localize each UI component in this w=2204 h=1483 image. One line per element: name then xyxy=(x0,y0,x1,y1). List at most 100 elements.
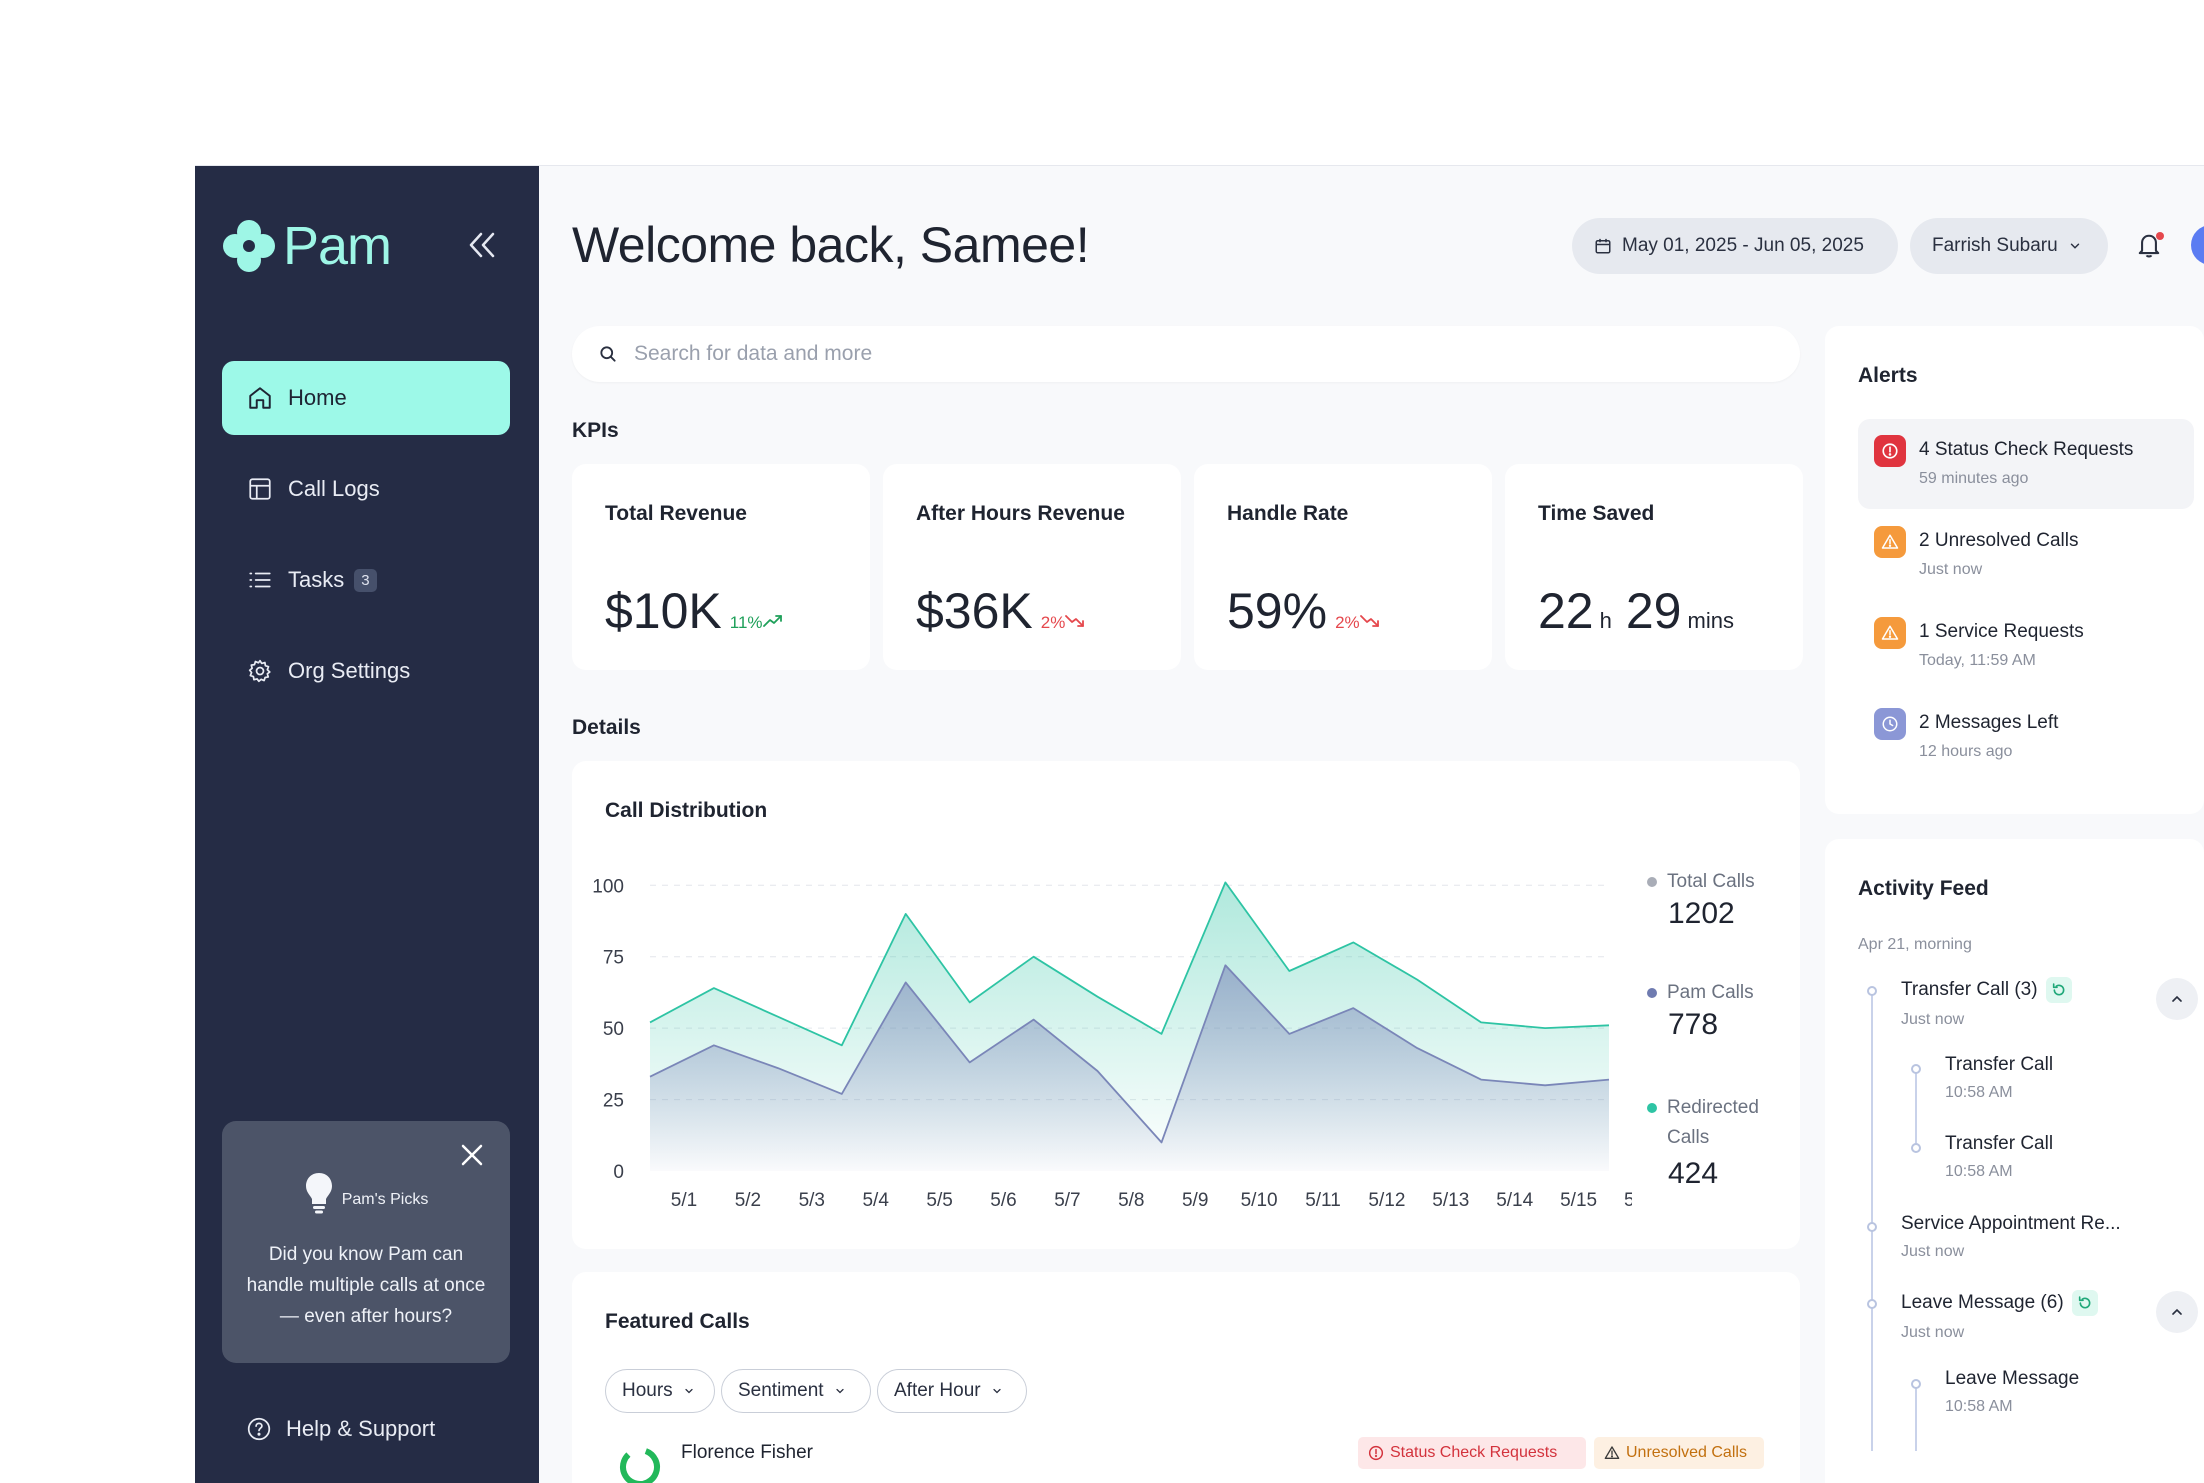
sidebar: Pam Home Call Logs Tasks 3 xyxy=(195,166,539,1483)
sidebar-item-home[interactable]: Home xyxy=(222,361,510,435)
pams-picks-card: Pam's Picks Did you know Pam can handle … xyxy=(222,1121,510,1363)
line-pam-calls xyxy=(649,964,1610,1144)
tag-status-check-requests: Status Check Requests xyxy=(1358,1437,1586,1469)
timeline-node xyxy=(1911,1143,1921,1153)
kpi-title: After Hours Revenue xyxy=(916,502,1125,525)
notifications-button[interactable] xyxy=(2135,230,2163,265)
activity-item[interactable]: Transfer Call 10:58 AM xyxy=(1945,1133,2053,1181)
activity-title: Service Appointment Re... xyxy=(1901,1213,2121,1234)
clock-icon xyxy=(1874,708,1906,740)
sidebar-item-tasks[interactable]: Tasks 3 xyxy=(222,543,510,617)
legend-value: 424 xyxy=(1668,1157,1719,1190)
kpi-card-total-revenue[interactable]: Total Revenue $10K 11% xyxy=(572,464,870,670)
activity-title: Transfer Call xyxy=(1945,1133,2054,1154)
notification-dot xyxy=(2156,232,2164,240)
chevron-up-icon xyxy=(2172,995,2182,1002)
alerts-title: Alerts xyxy=(1858,364,1918,387)
collapse-group-button[interactable] xyxy=(2156,1291,2198,1333)
main-content: Welcome back, Samee! May 01, 2025 - Jun … xyxy=(539,166,2204,1483)
chevron-down-icon xyxy=(2070,243,2079,249)
kpi-title: Time Saved xyxy=(1538,502,1655,525)
legend-value: 778 xyxy=(1668,1008,1719,1041)
date-range-picker[interactable]: May 01, 2025 - Jun 05, 2025 xyxy=(1572,218,1898,274)
legend-dot xyxy=(1647,1103,1657,1113)
activity-group-label: Apr 21, morning xyxy=(1858,936,1972,953)
filter-after-hour[interactable]: After Hour xyxy=(877,1369,1027,1413)
search-input[interactable] xyxy=(632,341,1736,367)
kpi-title: Handle Rate xyxy=(1227,502,1349,525)
kpi-delta: 11% xyxy=(729,613,763,632)
collapse-group-button[interactable] xyxy=(2156,978,2198,1020)
clover-logo-icon xyxy=(223,220,275,272)
activity-title: Transfer Call xyxy=(1945,1054,2054,1075)
activity-item[interactable]: Leave Message (6) Just now xyxy=(1901,1290,2098,1342)
activity-time: Just now xyxy=(1901,1011,1965,1028)
double-chevron-left-icon xyxy=(469,232,495,258)
close-icon xyxy=(461,1144,483,1166)
kpi-card-time-saved[interactable]: Time Saved 22 h 29 mins xyxy=(1505,464,1803,670)
alert-time: 12 hours ago xyxy=(1919,743,2013,760)
mins-value: 29 xyxy=(1625,583,1682,639)
trend-down-icon xyxy=(1359,615,1379,627)
y-tick-label: 75 xyxy=(603,948,624,969)
kpis-heading: KPIs xyxy=(572,419,619,442)
app-window: Pam Home Call Logs Tasks 3 xyxy=(195,165,2204,1483)
activity-time: 10:58 AM xyxy=(1945,1398,2013,1415)
timeline-subline xyxy=(1915,1384,1917,1451)
activity-item[interactable]: Service Appointment Re... Just now xyxy=(1901,1213,2121,1261)
dealer-select[interactable]: Farrish Subaru xyxy=(1910,218,2108,274)
alert-item[interactable]: 4 Status Check Requests 59 minutes ago xyxy=(1858,419,2194,509)
filter-hours[interactable]: Hours xyxy=(605,1369,715,1413)
mins-unit: mins xyxy=(1687,608,1734,633)
table-icon xyxy=(246,475,274,503)
x-tick-label: 5/14 xyxy=(1496,1190,1533,1211)
alert-title: 1 Service Requests xyxy=(1919,621,2084,642)
sidebar-item-label: Org Settings xyxy=(288,658,411,683)
x-tick-label: 5/8 xyxy=(1118,1190,1144,1211)
x-tick-label: 5/5 xyxy=(926,1190,952,1211)
legend-redirected-calls: Redirected Calls 424 xyxy=(1647,1093,1777,1191)
alert-item[interactable]: 2 Messages Left 12 hours ago xyxy=(1858,692,2194,782)
pam-logo[interactable]: Pam xyxy=(221,216,392,276)
warning-triangle-icon xyxy=(1874,617,1906,649)
collapse-sidebar-button[interactable] xyxy=(465,228,499,266)
timeline-node xyxy=(1867,1299,1877,1309)
hours-unit: h xyxy=(1599,608,1612,633)
x-tick-label: 5/15 xyxy=(1560,1190,1597,1211)
sentiment-ring-icon xyxy=(620,1447,660,1483)
y-tick-label: 25 xyxy=(603,1091,624,1112)
search-bar[interactable] xyxy=(572,326,1800,382)
kpi-card-after-hours-revenue[interactable]: After Hours Revenue $36K 2% xyxy=(883,464,1181,670)
filter-label: After Hour xyxy=(894,1380,981,1401)
close-picks-button[interactable] xyxy=(460,1143,484,1171)
kpi-value: $36K xyxy=(916,583,1033,639)
x-tick-label: 5/3 xyxy=(799,1190,825,1211)
warning-triangle-icon xyxy=(1604,1446,1620,1459)
chevron-down-icon xyxy=(685,1388,693,1394)
alert-item[interactable]: 1 Service Requests Today, 11:59 AM xyxy=(1858,601,2194,691)
activity-feed-panel: Activity Feed Apr 21, morning Transfer C… xyxy=(1825,839,2204,1483)
activity-time: Just now xyxy=(1901,1324,1965,1341)
activity-item[interactable]: Leave Message 10:58 AM xyxy=(1945,1368,2079,1416)
refresh-icon[interactable] xyxy=(2071,1290,2098,1316)
details-heading: Details xyxy=(572,716,641,739)
alert-item[interactable]: 2 Unresolved Calls Just now xyxy=(1858,510,2194,600)
x-tick-label: 5/7 xyxy=(1054,1190,1080,1211)
line-redirected-calls xyxy=(649,881,1610,1047)
activity-time: 10:58 AM xyxy=(1945,1084,2013,1101)
sidebar-item-call-logs[interactable]: Call Logs xyxy=(222,452,510,526)
avatar[interactable] xyxy=(2191,225,2204,265)
refresh-icon[interactable] xyxy=(2045,977,2072,1003)
list-icon xyxy=(246,566,274,594)
home-icon xyxy=(246,384,274,412)
chart-title: Call Distribution xyxy=(605,799,768,822)
filter-sentiment[interactable]: Sentiment xyxy=(721,1369,871,1413)
alert-time: Today, 11:59 AM xyxy=(1919,652,2036,669)
help-support-link[interactable]: Help & Support xyxy=(222,1416,435,1442)
kpi-card-handle-rate[interactable]: Handle Rate 59% 2% xyxy=(1194,464,1492,670)
activity-item[interactable]: Transfer Call (3) Just now xyxy=(1901,977,2072,1029)
legend-label: Total Calls xyxy=(1667,871,1755,892)
sidebar-item-org-settings[interactable]: Org Settings xyxy=(222,634,510,708)
dealer-value: Farrish Subaru xyxy=(1932,235,2058,256)
activity-item[interactable]: Transfer Call 10:58 AM xyxy=(1945,1054,2053,1102)
